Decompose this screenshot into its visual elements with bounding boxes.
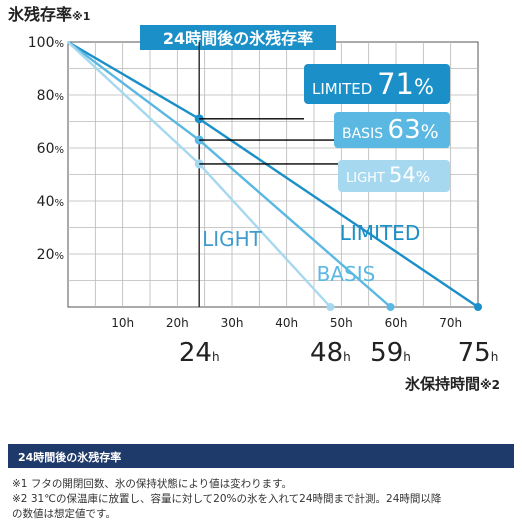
x-tick-label: 40h [275,316,298,330]
x-axis-title-text: 氷保持時間 [405,375,480,393]
ice-retention-chart: 100%80%60%40%20%10h 20h 30h 40h 50h 60h 70h24時… [8,5,500,393]
title-box [140,25,336,50]
callout-series-name: LIGHT [346,171,389,186]
footer-title: 24時間後の氷残存率 [18,451,122,464]
y-axis-title: 氷残存率※1 [8,5,90,24]
callout-box-limited [304,64,450,104]
y-tick-label-unit: % [54,198,64,209]
end-x-label-limited-unit: h [491,350,499,364]
callout-box-basis [334,112,450,148]
callout-series-name: BASIS [342,126,388,142]
x-tick-label: 70h [439,316,462,330]
callout-label-light: LIGHT 54% [346,163,430,187]
end-x-label-light-unit: h [343,350,351,364]
end-x-label-light-number: 48 [310,338,343,368]
footnote-1: ※1 フタの開閉回数、氷の保持状態により値は変わります。 [12,478,293,490]
line-label-basis: BASIS [317,262,376,286]
y-tick-label-unit: % [54,145,64,156]
footer-title-bar: 24時間後の氷残存率 [8,444,514,468]
y-tick-label: 100% [28,35,64,51]
line-label-light: LIGHT [202,227,263,251]
end-x-label-light: 48h [310,338,351,368]
y-axis-title-text: 氷残存率 [8,5,72,24]
y-tick-label: 60% [37,141,64,157]
marker-x-label-unit: h [212,350,220,364]
callout-unit: % [416,168,430,186]
y-tick-label: 80% [37,88,64,104]
x-axis-title: 氷保持時間※2 [405,375,500,393]
callout-value: 63 [388,115,421,145]
end-x-label-limited-number: 75 [458,338,491,368]
x-tick-label: 30h [221,316,244,330]
series-end-point-light [326,303,335,311]
callout-value: 71 [377,67,414,101]
y-tick-label-unit: % [54,39,64,50]
x-axis-title-note: ※2 [480,378,500,392]
y-tick-label: 20% [37,247,64,263]
chart-title: 24時間後の氷残存率 [163,29,313,48]
end-x-label-limited: 75h [458,338,499,368]
footnote-2: ※2 31℃の保温庫に放置し、容量に対して20%の氷を入れて24時間まで計測。2… [12,493,442,505]
y-axis-title-note: ※1 [72,10,90,23]
callout-unit: % [414,75,434,99]
y-tick-label-unit: % [54,251,64,262]
x-tick-label: 10h [111,316,134,330]
marker-x-label: 24h [179,338,220,368]
y-tick-label-unit: % [54,92,64,103]
callout-box-light [338,160,450,192]
y-tick-label-number: 60 [37,141,55,157]
marker-x-label-number: 24 [179,338,212,368]
y-tick-label-number: 40 [37,194,55,210]
callout-series-name: LIMITED [312,80,377,98]
chart-area: 100% 80% 60% 40% 20% 10h 20h 30h 40h 50h 60h 70h 24時… [8,5,500,393]
x-tick-label: 20h [166,316,189,330]
line-label-limited: LIMITED [340,221,420,245]
x-tick-label: 50h [330,316,353,330]
end-x-label-basis: 59h [370,338,411,368]
y-tick-label-number: 80 [37,88,55,104]
y-tick-label-number: 100 [28,35,55,51]
footnote-2-continued: の数値は想定値です。 [12,508,116,520]
y-tick-label: 40% [37,194,64,210]
callout-label-limited: LIMITED 71% [312,67,434,101]
series-end-point-limited [474,303,482,311]
callout-unit: % [421,121,439,143]
y-tick-label-number: 20 [37,247,55,263]
series-end-point-basis [386,303,395,311]
callout-value: 54 [389,163,416,187]
end-x-label-basis-number: 59 [370,338,403,368]
x-tick-label: 60h [385,316,408,330]
callout-label-basis: BASIS 63% [342,115,439,145]
end-x-label-basis-unit: h [403,350,411,364]
